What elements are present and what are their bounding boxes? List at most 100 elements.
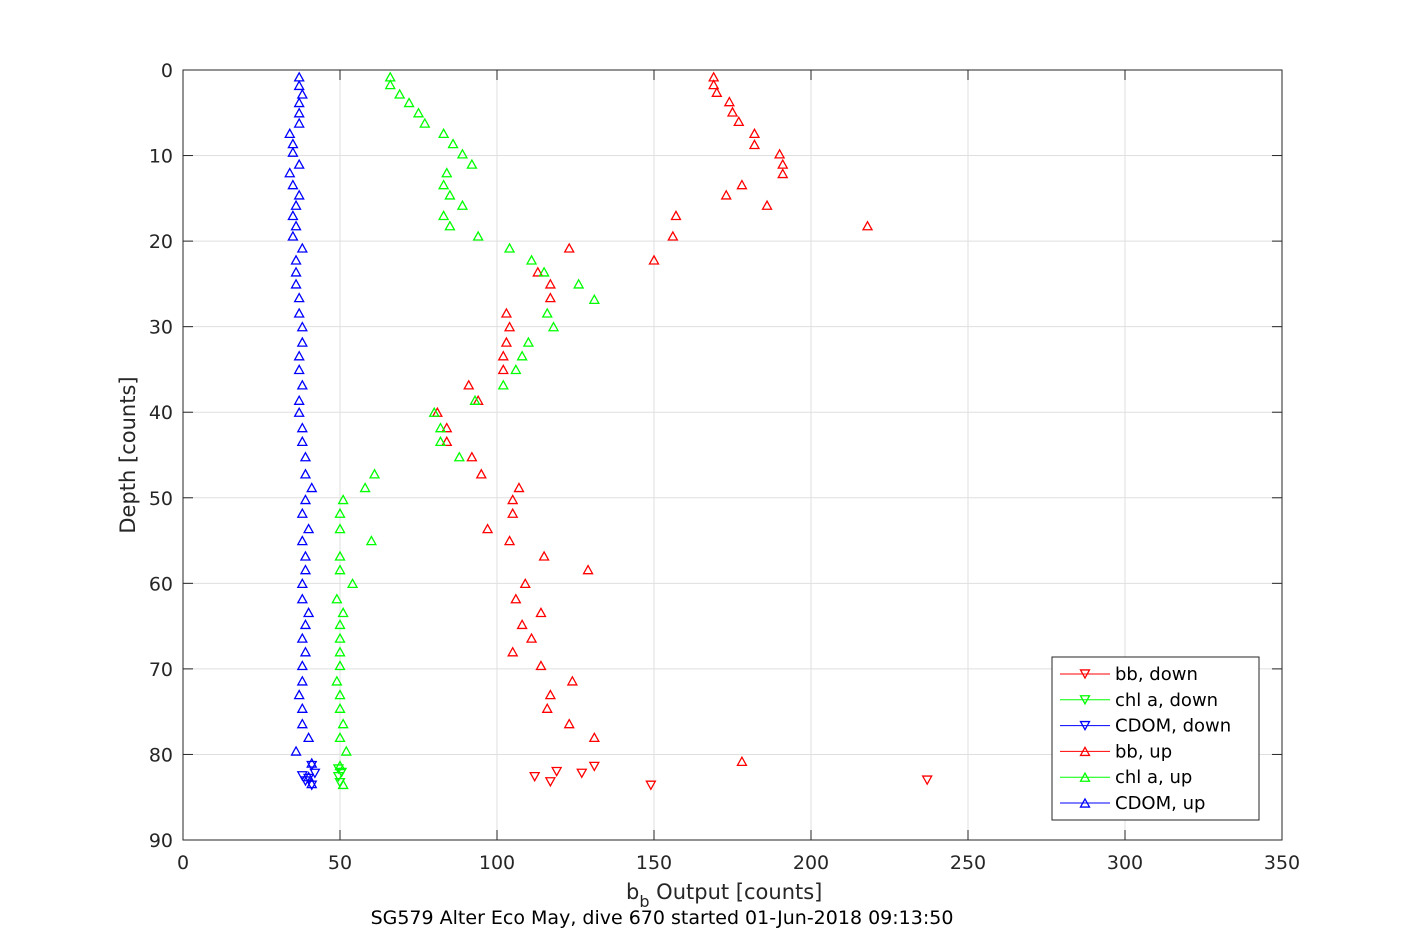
- data-point: [500, 307, 513, 318]
- data-point: [302, 731, 315, 743]
- data-point: [299, 550, 312, 561]
- axis-labels: Depth [counts] bb Output [counts] SG579 …: [116, 376, 953, 929]
- data-point: [340, 745, 352, 756]
- data-point: [296, 702, 308, 713]
- data-point: [296, 435, 308, 447]
- data-point: [296, 632, 308, 643]
- x-tick-label: 100: [479, 852, 515, 874]
- legend-label: chl a, down: [1115, 690, 1218, 711]
- data-point: [456, 199, 469, 210]
- data-point: [302, 771, 315, 782]
- x-tick-label: 200: [793, 852, 829, 874]
- data-point: [438, 210, 450, 221]
- data-point: [544, 689, 556, 700]
- data-point: [535, 660, 547, 671]
- data-point: [306, 482, 318, 493]
- data-point: [541, 307, 553, 318]
- data-point: [293, 189, 305, 200]
- data-point: [441, 435, 453, 447]
- data-point: [293, 350, 305, 361]
- data-point: [510, 593, 522, 604]
- data-point: [434, 422, 447, 433]
- data-point: [284, 167, 296, 178]
- data-point: [296, 675, 308, 686]
- data-point: [519, 577, 531, 589]
- data-point: [513, 482, 525, 493]
- data-point: [861, 220, 874, 231]
- data-point: [588, 293, 600, 304]
- data-point: [296, 379, 308, 390]
- data-point: [290, 266, 302, 277]
- data-point: [306, 760, 318, 771]
- legend-label: bb, up: [1115, 741, 1172, 762]
- data-point: [296, 577, 308, 589]
- y-tick-label: 90: [149, 830, 173, 852]
- data-point: [438, 127, 450, 139]
- data-point: [334, 646, 346, 657]
- data-point: [287, 210, 299, 221]
- data-point: [438, 179, 450, 190]
- data-point: [290, 745, 302, 756]
- plot-frame: [182, 69, 1283, 841]
- y-tick-label: 80: [149, 744, 173, 766]
- data-point: [296, 507, 308, 518]
- data-point: [777, 168, 789, 179]
- data-point: [516, 350, 528, 361]
- legend-marker: [1079, 695, 1091, 706]
- data-point: [472, 230, 484, 241]
- data-point: [428, 406, 440, 417]
- data-point: [441, 167, 453, 178]
- x-axis-label-main: b: [626, 880, 639, 904]
- data-point: [293, 117, 305, 128]
- data-point: [334, 564, 346, 575]
- legend-label: CDOM, up: [1115, 793, 1205, 814]
- data-point: [293, 689, 305, 700]
- data-point: [444, 220, 456, 231]
- data-point: [576, 768, 588, 779]
- data-point: [529, 771, 541, 783]
- data-point: [588, 761, 600, 772]
- data-point: [296, 242, 308, 253]
- data-point: [507, 646, 519, 657]
- y-tick-label: 70: [149, 659, 173, 681]
- data-point: [293, 107, 305, 118]
- data-point: [287, 146, 299, 157]
- data-point: [296, 88, 308, 99]
- legend-entry: bb, down: [1060, 664, 1198, 685]
- data-point: [293, 80, 305, 91]
- data-point: [337, 779, 349, 790]
- data-point: [475, 468, 487, 479]
- data-point: [726, 106, 739, 117]
- data-point: [290, 199, 302, 210]
- data-point: [299, 564, 312, 575]
- data-point: [296, 718, 308, 729]
- data-point: [296, 593, 308, 604]
- data-point: [507, 494, 519, 505]
- data-point: [299, 494, 312, 505]
- data-point: [516, 619, 528, 630]
- data-point: [503, 535, 516, 546]
- chart-title: SG579 Alter Eco May, dive 670 started 01…: [371, 907, 954, 929]
- legend-entry: CDOM, up: [1060, 793, 1205, 814]
- data-point: [296, 321, 308, 332]
- data-point: [733, 115, 745, 127]
- axis-ticks: 0 50 100 150 200 250 300 350 0 10 20 30 40 50 60 70 80 90: [149, 60, 1300, 874]
- x-tick-label: 350: [1264, 852, 1300, 874]
- data-point: [525, 632, 538, 643]
- data-point: [456, 148, 469, 159]
- legend-label: CDOM, down: [1115, 716, 1231, 737]
- data-point: [563, 242, 575, 253]
- data-point: [538, 550, 550, 561]
- data-point: [290, 254, 302, 265]
- data-point: [403, 97, 415, 108]
- data-point: [453, 451, 465, 462]
- data-point: [293, 292, 305, 303]
- data-point: [503, 321, 516, 332]
- data-point: [773, 148, 786, 159]
- data-point: [466, 451, 478, 462]
- data-point: [296, 422, 308, 433]
- data-point: [293, 158, 305, 169]
- data-point: [525, 254, 538, 265]
- legend-entry: chl a, up: [1060, 767, 1192, 788]
- data-point: [284, 127, 296, 139]
